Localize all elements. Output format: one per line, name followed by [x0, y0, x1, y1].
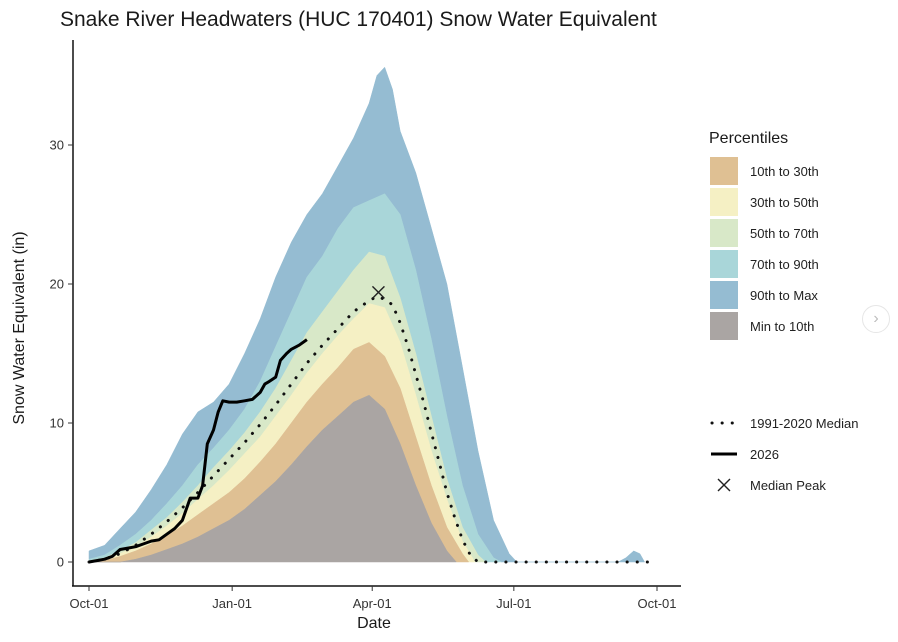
median-line: [87, 294, 659, 564]
chevron-right-icon: ›: [873, 310, 879, 327]
legend-label: 90th to Max: [750, 288, 818, 303]
x-axis-title: Date: [357, 615, 391, 632]
x-tick-label: Oct-01: [69, 596, 108, 611]
legend-item: 30th to 50th: [710, 188, 819, 216]
series-lines: [87, 285, 659, 564]
legend-item: 2026: [711, 447, 779, 462]
y-tick-label: 0: [57, 555, 64, 570]
y-tick-label: 30: [50, 138, 64, 153]
x-tick-label: Jan-01: [212, 596, 252, 611]
legend-item: 90th to Max: [710, 281, 818, 309]
current-year-line: [88, 338, 308, 564]
x-tick-label: Oct-01: [637, 596, 676, 611]
legend-swatch: [710, 219, 738, 247]
y-axis-title: Snow Water Equivalent (in): [11, 231, 28, 424]
legend-label: 30th to 50th: [750, 195, 819, 210]
legend-swatch: [710, 312, 738, 340]
legend-label: 10th to 30th: [750, 164, 819, 179]
legend-item: Min to 10th: [710, 312, 814, 340]
x-ticks: Oct-01 Jan-01 Apr-01 Jul-01 Oct-01: [69, 586, 677, 611]
legend-lines: 1991-2020 Median 2026 Median Peak: [710, 416, 858, 493]
legend-item: 10th to 30th: [710, 157, 819, 185]
chart-title: Snake River Headwaters (HUC 170401) Snow…: [60, 8, 657, 31]
legend-percentiles: 10th to 30th 30th to 50th 50th to 70th 70th…: [710, 157, 819, 340]
x-tick-label: Apr-01: [353, 596, 392, 611]
legend-label: Min to 10th: [750, 319, 814, 334]
median-peak-marker: [371, 285, 385, 299]
legend-item: 1991-2020 Median: [710, 416, 858, 431]
legend-label: 50th to 70th: [750, 226, 819, 241]
legend-label: Median Peak: [750, 478, 826, 493]
y-tick-label: 20: [50, 277, 64, 292]
peak-legend-key: [717, 478, 731, 492]
legend-swatch: [710, 250, 738, 278]
legend-item: Median Peak: [717, 478, 826, 493]
legend-item: 50th to 70th: [710, 219, 819, 247]
legend-swatch: [710, 281, 738, 309]
x-tick-label: Jul-01: [496, 596, 531, 611]
legend-swatch: [710, 157, 738, 185]
legend-item: 70th to 90th: [710, 250, 819, 278]
next-button[interactable]: ›: [862, 305, 890, 333]
legend-label: 70th to 90th: [750, 257, 819, 272]
percentile-bands: [88, 66, 646, 563]
legend-swatch: [710, 188, 738, 216]
y-ticks: 0 10 20 30: [50, 138, 73, 570]
legend-label: 2026: [750, 447, 779, 462]
y-tick-label: 10: [50, 416, 64, 431]
legend-title: Percentiles: [709, 130, 788, 147]
legend-label: 1991-2020 Median: [750, 416, 858, 431]
band-min-to-10th: [89, 394, 457, 563]
